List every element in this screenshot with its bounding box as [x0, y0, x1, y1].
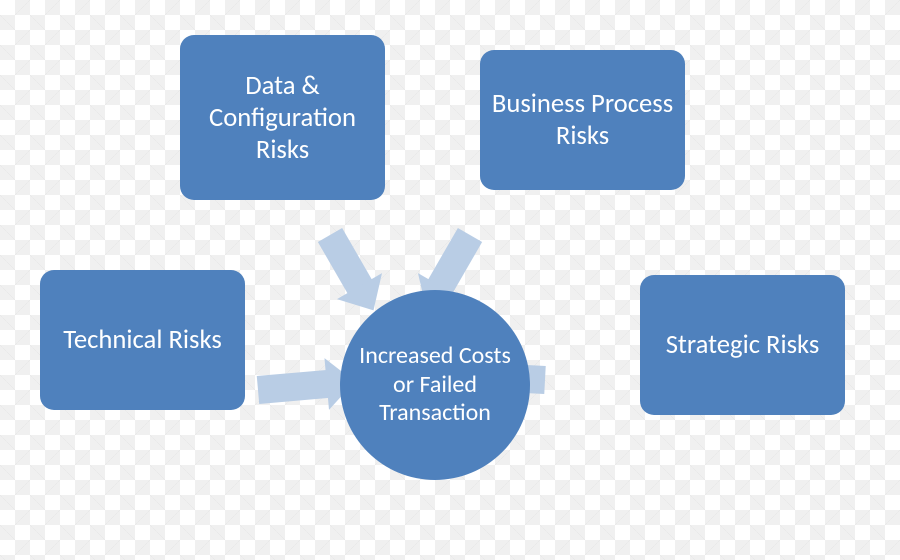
risk-box-label: Business Process Risks — [490, 88, 675, 152]
center-outcome-label: Increased Costs or Failed Transaction — [358, 342, 512, 428]
risk-box-label: Strategic Risks — [666, 329, 820, 361]
risk-box-strategic: Strategic Risks — [640, 275, 845, 415]
risk-box-business-process: Business Process Risks — [480, 50, 685, 190]
risk-box-label: Technical Risks — [63, 324, 222, 356]
risk-box-data-config: Data & Configuration Risks — [180, 35, 385, 200]
risk-box-technical: Technical Risks — [40, 270, 245, 410]
risk-box-label: Data & Configuration Risks — [190, 70, 375, 166]
center-outcome-circle: Increased Costs or Failed Transaction — [340, 290, 530, 480]
diagram-canvas: Technical Risks Data & Configuration Risk… — [0, 0, 900, 560]
